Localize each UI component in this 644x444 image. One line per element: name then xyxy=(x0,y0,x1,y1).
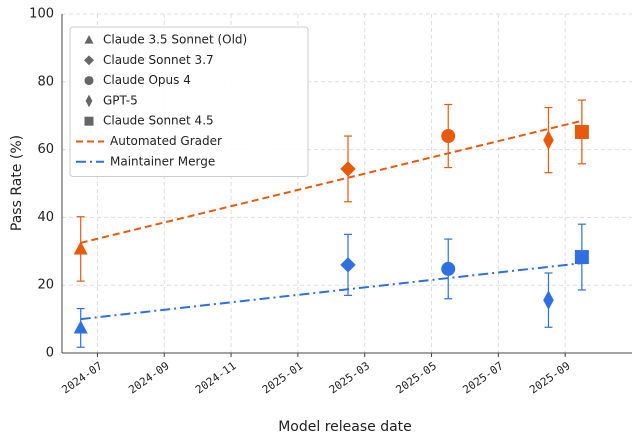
legend-marker xyxy=(85,94,93,108)
data-point xyxy=(543,290,554,310)
data-point xyxy=(574,250,589,265)
x-tick-label: 2025-01 xyxy=(260,359,305,396)
legend-marker xyxy=(84,35,94,44)
x-tick-label: 2024-09 xyxy=(126,359,171,396)
x-axis-label: Model release date xyxy=(278,419,412,435)
x-tick-label: 2025-03 xyxy=(327,359,372,396)
y-tick-label: 80 xyxy=(37,74,54,89)
y-tick-label: 60 xyxy=(37,142,54,157)
x-tick-label: 2025-07 xyxy=(460,359,505,396)
data-point xyxy=(441,129,456,144)
data-point xyxy=(73,241,88,255)
y-tick-label: 40 xyxy=(37,210,54,225)
x-tick-label: 2024-11 xyxy=(193,359,238,396)
y-axis-label: Pass Rate (%) xyxy=(9,135,25,231)
trend-line xyxy=(80,262,582,321)
legend-label: Automated Grader xyxy=(110,134,222,148)
legend-label: Maintainer Merge xyxy=(110,154,215,168)
x-tick-label: 2024-07 xyxy=(59,359,104,396)
legend-marker xyxy=(84,116,94,126)
data-point xyxy=(73,320,88,334)
y-tick-label: 20 xyxy=(37,278,54,293)
x-tick-label: 2025-05 xyxy=(394,359,439,396)
legend-label: GPT-5 xyxy=(103,93,138,107)
data-point xyxy=(340,257,356,273)
data-point xyxy=(574,124,589,139)
y-tick-label: 0 xyxy=(46,346,54,361)
legend-box xyxy=(69,26,309,177)
legend-label: Claude Sonnet 3.7 xyxy=(103,53,214,67)
x-tick-label: 2025-09 xyxy=(527,359,572,396)
y-tick-label: 100 xyxy=(29,7,54,22)
legend-label: Claude Sonnet 4.5 xyxy=(103,114,214,128)
data-point xyxy=(340,161,356,177)
legend-marker xyxy=(84,76,94,86)
data-point xyxy=(441,261,456,276)
trend-line xyxy=(80,119,583,244)
legend-label: Claude Opus 4 xyxy=(103,73,191,87)
legend-label: Claude 3.5 Sonnet (Old) xyxy=(103,33,247,47)
data-point xyxy=(543,130,554,150)
legend-marker xyxy=(84,55,94,66)
legend: Claude 3.5 Sonnet (Old) Claude Sonnet 3.7… xyxy=(69,26,309,177)
